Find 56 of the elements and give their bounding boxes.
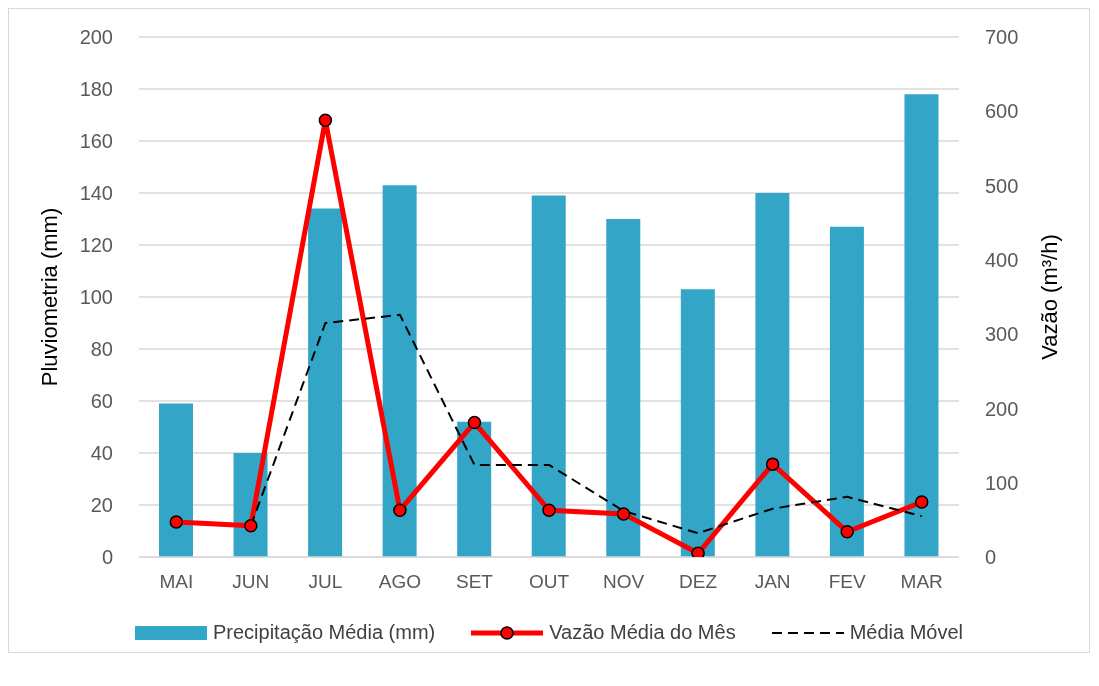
x-tick-label: JUL	[308, 571, 343, 593]
point	[393, 503, 407, 517]
bar	[904, 94, 939, 557]
x-tick-label: AGO	[378, 571, 422, 593]
point	[616, 507, 631, 521]
y-tick-label: 0	[101, 546, 113, 569]
x-tick-label: DEZ	[679, 571, 718, 593]
bar	[755, 193, 790, 557]
bar	[159, 403, 193, 557]
y-tick-label: 180	[79, 78, 113, 101]
y-tick-label: 20	[90, 494, 113, 517]
x-tick-label: MAI	[159, 571, 194, 593]
x-tick-label: NOV	[602, 571, 645, 593]
y2-tick-label: 400	[985, 248, 1019, 271]
bar	[680, 289, 715, 557]
bar	[382, 185, 417, 557]
legend-label: Precipitação Média (mm)	[212, 621, 436, 644]
x-tick-label: SET	[455, 571, 494, 593]
y2-tick-label: 300	[985, 323, 1019, 346]
legend-label: Média Móvel	[849, 621, 964, 644]
x-tick-label: MAR	[900, 571, 943, 593]
point	[765, 457, 780, 471]
x-tick-label: JAN	[754, 571, 791, 593]
y2-tick-label: 200	[985, 397, 1019, 420]
x-tick-label: FEV	[828, 571, 866, 593]
point	[244, 519, 258, 533]
y2-tick-label: 500	[985, 174, 1019, 197]
point	[542, 503, 556, 517]
y-tick-label: 160	[79, 130, 113, 153]
point	[914, 495, 929, 509]
y-axis-title: Pluviometria (mm)	[36, 207, 62, 387]
y2-axis-title: Vazão (m³/h)	[1036, 234, 1062, 360]
bar	[457, 421, 492, 557]
point	[691, 546, 705, 557]
x-tick-label: JUN	[232, 571, 270, 593]
point	[840, 524, 854, 539]
point	[318, 113, 333, 127]
y-tick-label: 100	[79, 286, 113, 309]
bar	[606, 219, 641, 557]
y-tick-label: 40	[90, 442, 113, 465]
y-tick-label: 120	[79, 234, 113, 257]
point	[467, 415, 482, 430]
y2-tick-label: 100	[985, 471, 1019, 494]
y2-tick-label: 700	[985, 26, 1019, 49]
y2-tick-label: 0	[985, 546, 997, 569]
bar	[308, 208, 343, 557]
bar	[829, 226, 864, 557]
bar	[531, 195, 566, 557]
y2-tick-label: 600	[985, 100, 1019, 123]
y-tick-label: 60	[90, 390, 113, 413]
point	[169, 515, 184, 529]
y-tick-label: 80	[90, 338, 113, 361]
legend-label: Vazão Média do Mês	[549, 621, 736, 644]
x-tick-label: OUT	[528, 571, 570, 593]
y-tick-label: 200	[79, 26, 113, 49]
y-tick-label: 140	[79, 182, 113, 205]
